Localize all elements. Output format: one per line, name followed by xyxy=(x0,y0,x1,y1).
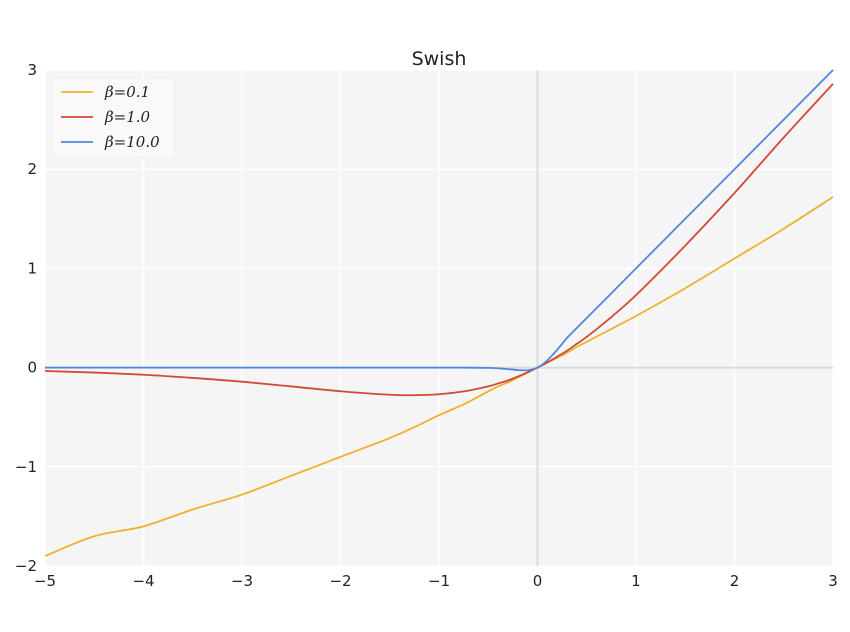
legend-label-0: β=0.1 xyxy=(104,83,150,101)
x-tick-label: −3 xyxy=(231,572,253,590)
legend: β=0.1 β=1.0 β=10.0 xyxy=(52,77,175,158)
y-tick-label: 2 xyxy=(27,160,37,178)
y-tick-label: 3 xyxy=(27,61,37,79)
legend-label-2: β=10.0 xyxy=(104,133,160,151)
legend-label-1: β=1.0 xyxy=(104,108,151,126)
y-tick-label: −1 xyxy=(15,458,37,476)
series-line-1 xyxy=(44,83,834,397)
x-tick-label: −5 xyxy=(34,572,56,590)
x-tick-label: 3 xyxy=(828,572,838,590)
x-tick-label: −4 xyxy=(132,572,154,590)
y-tick-labels: −2 −1 0 1 2 3 xyxy=(15,61,37,575)
x-tick-label: 0 xyxy=(533,572,543,590)
chart-title: Swish xyxy=(412,48,467,70)
y-tick-label: −2 xyxy=(15,557,37,575)
grid xyxy=(44,69,834,567)
series-line-0 xyxy=(44,196,834,557)
series-lines xyxy=(44,69,834,557)
x-tick-labels: −5 −4 −3 −2 −1 0 1 2 3 xyxy=(34,572,838,590)
series-line-2 xyxy=(45,69,834,372)
y-tick-label: 0 xyxy=(27,359,37,377)
y-tick-label: 1 xyxy=(27,259,37,277)
x-tick-label: −1 xyxy=(428,572,450,590)
x-tick-label: 1 xyxy=(631,572,641,590)
x-tick-label: 2 xyxy=(730,572,740,590)
x-tick-label: −2 xyxy=(329,572,351,590)
